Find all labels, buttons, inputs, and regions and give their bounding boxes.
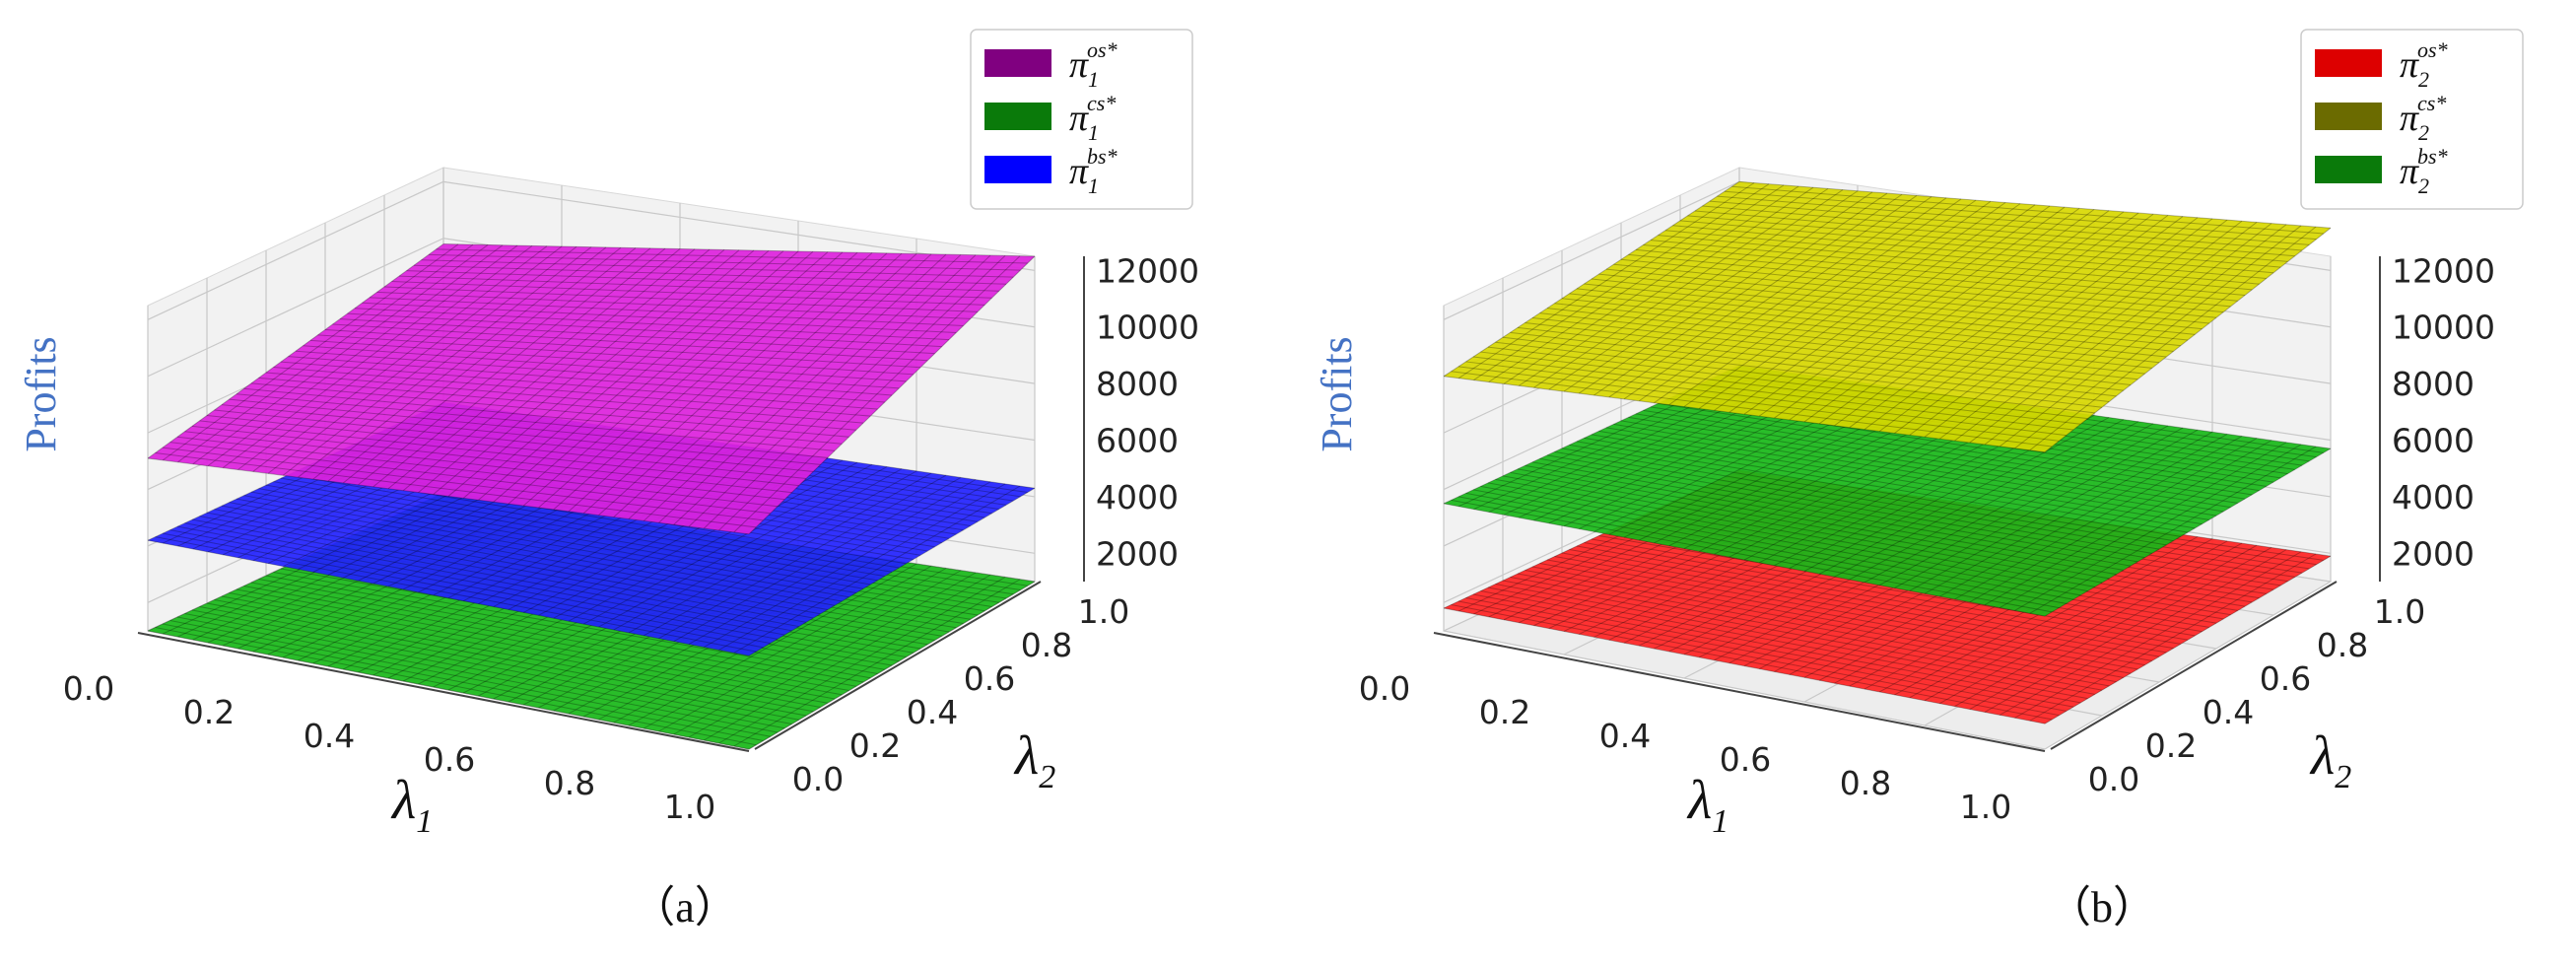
legend-swatch	[2315, 156, 2382, 183]
legend-entry: π1cs*	[1069, 91, 1116, 145]
legend-entry: π1os*	[1069, 37, 1118, 92]
z-tick-label: 10000	[2392, 309, 2495, 347]
surface-cs-2	[1443, 180, 2332, 453]
y-tick-label: 0.2	[2145, 726, 2197, 765]
y-tick-label: 0.8	[1021, 626, 1072, 664]
legend: π1os*π1cs*π1bs*	[970, 29, 1193, 210]
z-tick-label: 6000	[1096, 422, 1179, 460]
panel-b: 0.00.20.40.60.81.00.00.20.40.60.81.02000…	[1313, 29, 2524, 931]
x-tick-label: 0.6	[424, 740, 475, 779]
z-tick-label: 4000	[1096, 478, 1179, 517]
legend-swatch	[2315, 49, 2382, 77]
axis-lines	[1433, 256, 2381, 752]
z-axis-label: Profits	[17, 336, 65, 451]
x-tick-label: 0.4	[1599, 717, 1651, 755]
y-tick-label: 0.0	[2088, 760, 2139, 798]
z-tick-label: 2000	[2392, 534, 2474, 573]
x-tick-label: 0.2	[183, 693, 235, 731]
surface-os-1	[147, 242, 1036, 535]
legend: π2os*π2cs*π2bs*	[2300, 29, 2524, 210]
x-tick-label: 0.4	[304, 717, 355, 755]
y-tick-label: 0.6	[2260, 659, 2311, 698]
x-tick-label: 0.6	[1720, 740, 1771, 779]
y-tick-label: 1.0	[2374, 592, 2425, 631]
legend-entry: π2bs*	[2400, 144, 2448, 198]
x-tick-label: 0.0	[1359, 669, 1410, 708]
x-axis-label: λ1	[1686, 770, 1729, 840]
axis-lines	[137, 256, 1085, 752]
legend-entry: π2cs*	[2400, 91, 2446, 145]
z-tick-label: 6000	[2392, 422, 2474, 460]
z-tick-label: 10000	[1096, 309, 1199, 347]
panel-caption: （b）	[2048, 883, 2156, 931]
y-tick-label: 0.0	[792, 760, 844, 798]
z-tick-label: 4000	[2392, 478, 2474, 517]
x-tick-label: 1.0	[664, 788, 715, 826]
x-tick-label: 0.0	[63, 669, 114, 708]
y-tick-label: 0.6	[964, 659, 1015, 698]
z-tick-label: 12000	[1096, 251, 1199, 290]
legend-entry: π2os*	[2400, 37, 2448, 92]
x-tick-label: 0.2	[1479, 693, 1530, 731]
y-tick-label: 0.2	[849, 726, 901, 765]
z-tick-label: 8000	[2392, 365, 2474, 403]
panel-caption: （a）	[632, 883, 738, 931]
y-axis-label: λ2	[2309, 725, 2351, 795]
y-axis-label: λ2	[1013, 725, 1055, 795]
x-tick-label: 0.8	[544, 764, 595, 802]
z-axis-label: Profits	[1313, 336, 1361, 451]
legend-swatch	[984, 49, 1051, 77]
legend-swatch	[984, 103, 1051, 130]
legend-entry: π1bs*	[1069, 144, 1118, 198]
y-tick-label: 0.4	[2203, 693, 2254, 731]
x-tick-label: 1.0	[1960, 788, 2011, 826]
y-tick-label: 0.4	[907, 693, 958, 731]
panel-a: 0.00.20.40.60.81.00.00.20.40.60.81.02000…	[17, 29, 1199, 931]
y-tick-label: 0.8	[2317, 626, 2368, 664]
z-tick-label: 2000	[1096, 534, 1179, 573]
x-axis-label: λ1	[390, 770, 433, 840]
z-tick-label: 12000	[2392, 251, 2495, 290]
legend-swatch	[984, 156, 1051, 183]
z-tick-label: 8000	[1096, 365, 1179, 403]
y-tick-label: 1.0	[1078, 592, 1129, 631]
legend-swatch	[2315, 103, 2382, 130]
x-tick-label: 0.8	[1840, 764, 1891, 802]
